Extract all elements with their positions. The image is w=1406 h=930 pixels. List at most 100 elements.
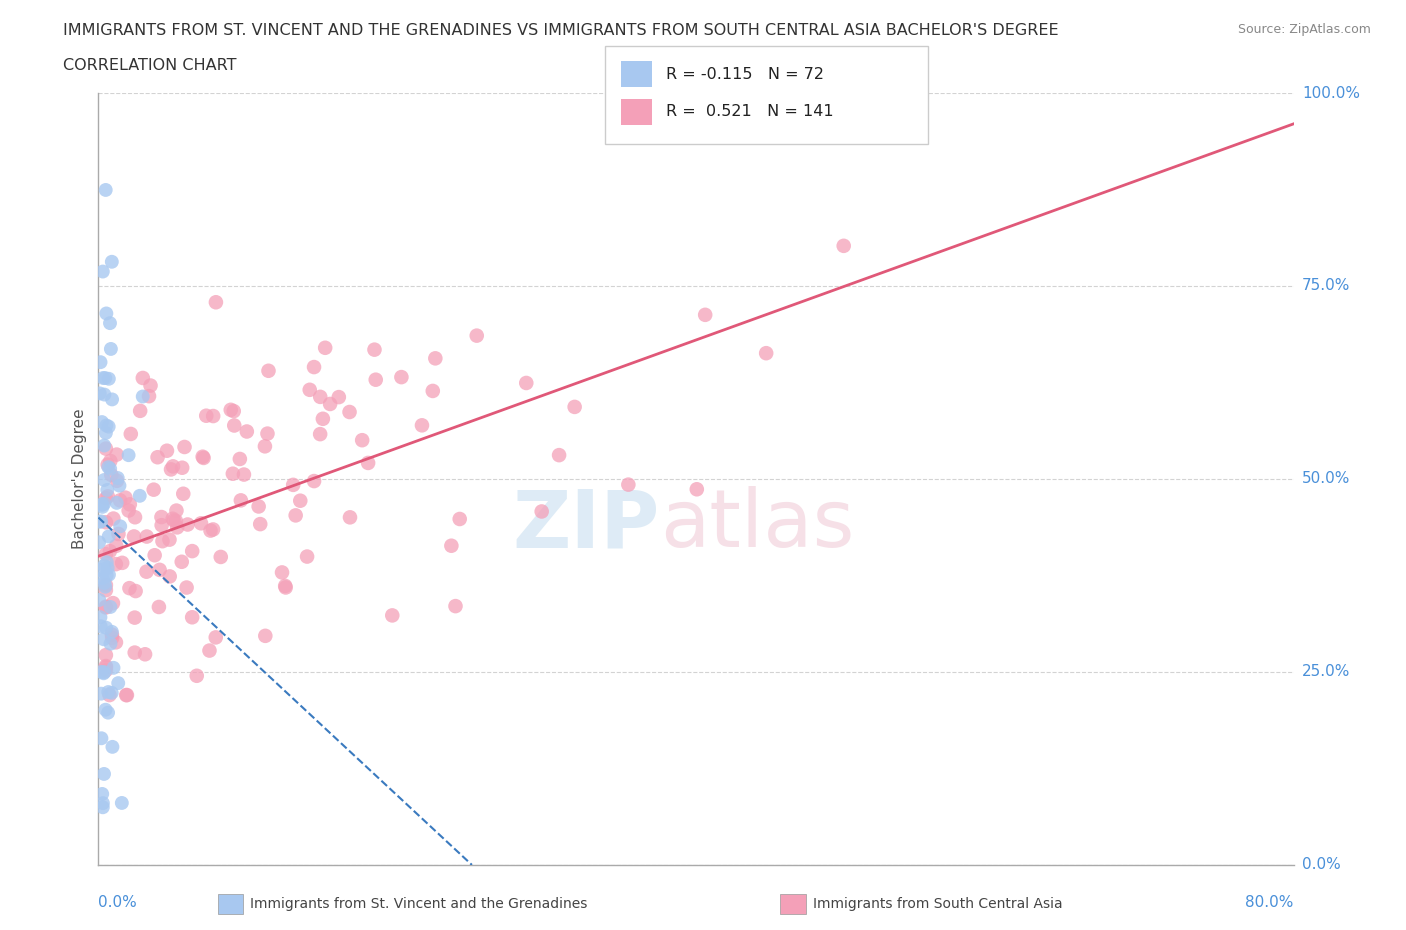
Point [107,526,129,541]
Point [166,520,188,535]
Point [94,371,117,386]
Point [94,515,117,530]
Point [97,567,120,582]
Point [93,387,115,402]
Point [98,461,121,476]
Point [170,554,193,569]
Point [142,483,165,498]
Point [173,440,195,455]
Point [91,415,114,430]
Point [515,376,537,391]
Point [101,254,124,269]
Point [339,405,361,419]
Point [94,425,117,440]
Point [247,499,270,514]
Point [91,497,114,512]
Point [101,631,124,645]
Point [195,408,218,423]
Point [352,432,374,447]
Point [165,513,187,528]
Point [94,547,117,562]
Point [134,647,156,662]
Point [181,544,204,559]
Point [411,418,433,432]
Point [444,599,467,614]
Point [695,308,717,323]
Point [283,477,305,492]
Point [98,687,121,702]
Text: ZIP: ZIP [513,486,661,565]
Point [105,473,128,488]
Point [162,512,184,526]
Point [89,563,111,578]
Point [132,370,155,385]
Point [159,532,181,547]
Point [94,599,117,614]
Point [108,478,131,493]
Point [94,579,117,594]
Point [176,580,198,595]
Point [115,687,138,702]
Point [97,371,120,386]
Point [101,392,124,406]
Point [91,800,114,815]
Point [97,458,120,472]
Point [249,517,271,532]
Point [89,514,111,529]
Point [200,524,222,538]
Point [93,631,115,646]
Point [117,447,139,462]
Point [90,664,112,679]
Point [389,369,412,384]
Point [172,460,194,475]
Point [90,618,112,633]
Point [152,534,174,549]
Point [256,426,278,441]
Point [94,660,117,675]
Point [93,576,115,591]
Point [91,498,114,512]
Point [224,418,246,433]
Point [319,396,342,411]
Point [138,389,160,404]
Point [111,795,134,810]
Text: IMMIGRANTS FROM ST. VINCENT AND THE GRENADINES VS IMMIGRANTS FROM SOUTH CENTRAL : IMMIGRANTS FROM ST. VINCENT AND THE GREN… [63,23,1059,38]
Point [198,644,221,658]
Point [93,766,115,781]
Point [148,600,170,615]
Point [312,411,335,426]
Point [103,660,125,675]
Point [298,382,321,397]
Point [122,529,145,544]
Point [105,496,128,511]
Point [94,583,117,598]
Point [107,471,129,485]
Text: Immigrants from South Central Asia: Immigrants from South Central Asia [813,897,1063,911]
Point [101,739,124,754]
Point [111,555,134,570]
Point [93,558,115,573]
Point [150,510,173,525]
Point [115,687,138,702]
Point [105,538,128,553]
Point [97,529,120,544]
Point [357,456,380,471]
Point [94,647,117,662]
Text: atlas: atlas [661,486,855,565]
Text: Immigrants from St. Vincent and the Grenadines: Immigrants from St. Vincent and the Gren… [250,897,588,911]
Point [617,477,640,492]
Text: 0.0%: 0.0% [1302,857,1340,872]
Point [222,404,245,418]
Point [91,571,114,586]
Text: Source: ZipAtlas.com: Source: ZipAtlas.com [1237,23,1371,36]
Point [254,629,277,644]
Point [124,610,146,625]
Point [202,408,225,423]
Point [150,518,173,533]
Point [100,685,122,700]
Point [93,665,115,680]
Point [98,544,121,559]
Point [97,489,120,504]
Point [449,512,471,526]
Point [100,636,122,651]
